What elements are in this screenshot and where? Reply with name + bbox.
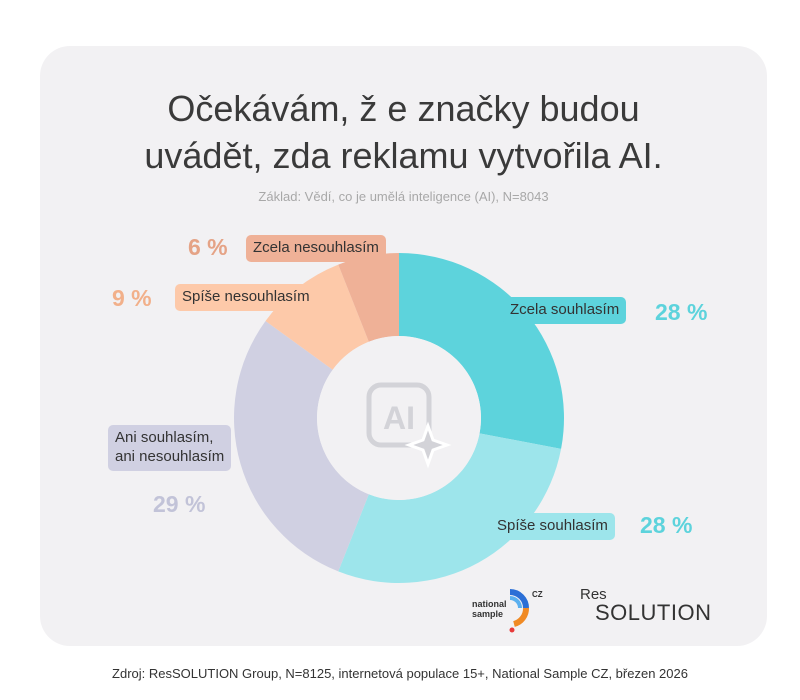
label-zcela-souhlasim: Zcela souhlasím (503, 297, 627, 324)
ressolution-logo-solution: SOLUTION (595, 600, 712, 625)
slice-ani-souhlas-m-ani-nesouhlas-m (234, 321, 369, 572)
chart-subtitle: Základ: Vědí, co je umělá inteligence (A… (258, 189, 549, 204)
label-spise-nesouhlasim: Spíše nesouhlasím (175, 284, 317, 311)
value-spise-nesouhlasim: 9 % (112, 285, 152, 311)
svg-text:AI: AI (383, 400, 415, 436)
value-zcela-souhlasim: 28 % (655, 299, 708, 325)
title-line-1: Očekávám, ž e značky budou (167, 88, 640, 129)
title-line-2: uvádět, zda reklamu vytvořila AI. (144, 134, 663, 176)
donut-hole (317, 336, 481, 500)
chart-title: Očekávám, ž e značky budou uvádět, zda r… (40, 86, 767, 180)
ai-sparkle-icon: AI (366, 382, 452, 469)
slice-zcela-souhlas-m (399, 253, 564, 449)
slice-sp-e-souhlas-m (338, 433, 562, 583)
national-sample-logo (509, 589, 529, 633)
label-ani-line-1: Ani souhlasím, (115, 429, 214, 446)
label-ani-souhlasim: Ani souhlasím, ani nesouhlasím (108, 425, 232, 471)
ressolution-logo-res: Res (580, 586, 607, 603)
value-zcela-nesouhlasim: 6 % (188, 234, 228, 260)
value-ani-souhlasim: 29 % (153, 491, 206, 517)
slice-sp-e-nesouhlas-m (265, 264, 369, 370)
label-spise-souhlasim: Spíše souhlasím (490, 513, 615, 540)
label-ani-line-2: ani nesouhlasím (115, 447, 225, 465)
value-spise-souhlasim: 28 % (640, 512, 693, 538)
label-zcela-nesouhlasim: Zcela nesouhlasím (246, 235, 386, 262)
national-sample-text: national sample (472, 599, 507, 619)
national-sample-cz-badge: CZ (532, 590, 543, 599)
source-note: Zdroj: ResSOLUTION Group, N=8125, intern… (112, 666, 688, 681)
slice-zcela-nesouhlas-m (338, 253, 399, 342)
